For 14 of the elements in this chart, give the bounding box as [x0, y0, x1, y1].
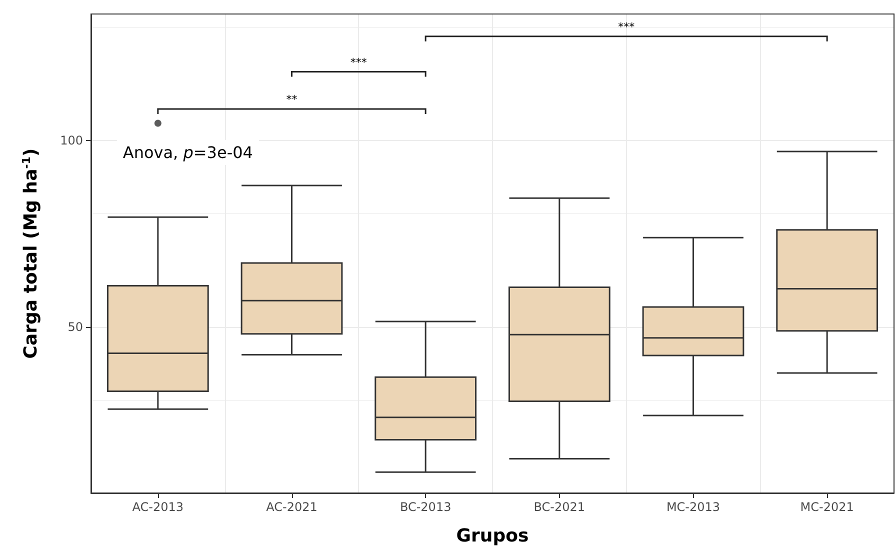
annotation: Anova, p=3e-04: [122, 142, 253, 162]
annotation: ***: [618, 20, 636, 34]
x-tick-label: BC-2021: [534, 500, 586, 514]
annotation: ***: [350, 56, 368, 69]
x-tick-label: AC-2013: [132, 500, 184, 514]
y-axis-title: Carga total (Mg ha-1): [20, 148, 42, 359]
x-tick-label: MC-2013: [666, 500, 720, 514]
x-tick-label: AC-2021: [266, 500, 318, 514]
x-axis-title: Grupos: [456, 526, 529, 546]
y-tick-label: 100: [60, 134, 83, 148]
x-tick-label: MC-2021: [800, 500, 854, 514]
y-tick-label: 50: [68, 320, 83, 334]
annotation: **: [286, 93, 298, 106]
x-tick-label: BC-2013: [400, 500, 452, 514]
